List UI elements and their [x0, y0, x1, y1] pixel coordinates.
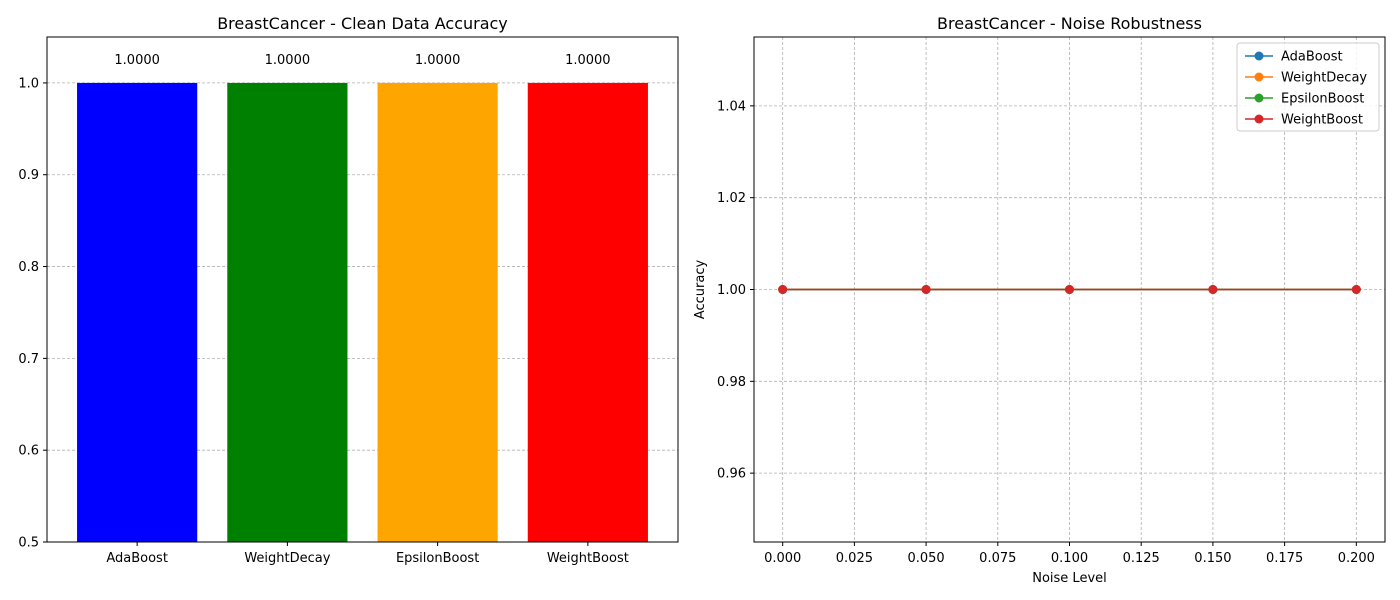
series-point-weightboost — [778, 285, 788, 294]
legend-label: WeightBoost — [1281, 113, 1363, 128]
legend-item-weightdecay: WeightDecay — [1245, 71, 1367, 86]
series-weightboost — [778, 285, 1361, 294]
line-y-tick-label: 1.02 — [717, 191, 746, 206]
series-point-weightboost — [1351, 285, 1361, 294]
line-x-axis-label: Noise Level — [1032, 571, 1107, 586]
bar-y-tick-label: 0.5 — [18, 536, 39, 551]
series-point-weightboost — [1208, 285, 1218, 294]
legend-item-weightboost: WeightBoost — [1245, 113, 1363, 128]
bar-chart-frame — [46, 36, 679, 543]
bar-weightdecay — [227, 82, 348, 542]
series-point-weightboost — [921, 285, 931, 294]
bar-chart: BreastCancer - Clean Data Accuracy 1.000… — [18, 14, 679, 566]
line-y-tick-label: 0.96 — [717, 467, 746, 482]
bar-y-tick-label: 0.9 — [18, 168, 39, 183]
bar-x-tick-label: AdaBoost — [106, 551, 168, 566]
legend-swatch-marker — [1254, 72, 1264, 82]
bar-bars — [77, 82, 648, 542]
bar-data-label: 1.0000 — [265, 53, 311, 68]
bar-data-labels: 1.0000 1.0000 1.0000 1.0000 — [114, 53, 610, 68]
bar-data-label: 1.0000 — [114, 53, 160, 68]
bar-weightboost — [527, 82, 648, 542]
legend-item-epsilonboost: EpsilonBoost — [1245, 92, 1364, 107]
bar-x-tick-label: EpsilonBoost — [396, 551, 479, 566]
bar-y-ticks: 0.5 0.6 0.7 0.8 0.9 1.0 — [18, 76, 47, 551]
bar-y-tick-label: 1.0 — [18, 76, 39, 91]
bar-chart-title: BreastCancer - Clean Data Accuracy — [217, 14, 508, 33]
line-x-tick-label: 0.125 — [1123, 551, 1160, 566]
legend-item-adaboost: AdaBoost — [1245, 50, 1343, 65]
line-chart: BreastCancer - Noise Robustness 0.96 0.98… — [693, 14, 1386, 586]
line-x-tick-label: 0.200 — [1338, 551, 1375, 566]
line-y-tick-label: 0.98 — [717, 375, 746, 390]
bar-data-label: 1.0000 — [565, 53, 611, 68]
line-x-tick-label: 0.175 — [1266, 551, 1303, 566]
line-x-ticks: 0.000 0.025 0.050 0.075 0.100 0.125 0.150 0.175… — [764, 542, 1375, 566]
bar-x-ticks: AdaBoost WeightDecay EpsilonBoost WeightBoo… — [106, 542, 629, 566]
line-x-tick-label: 0.025 — [836, 551, 873, 566]
line-y-axis-label: Accuracy — [693, 260, 708, 320]
legend-swatch-marker — [1254, 51, 1264, 61]
bar-y-tick-label: 0.7 — [18, 352, 39, 367]
legend-label: AdaBoost — [1281, 50, 1343, 65]
legend-swatch-marker — [1254, 93, 1264, 103]
bar-y-tick-label: 0.8 — [18, 260, 39, 275]
line-x-tick-label: 0.150 — [1194, 551, 1231, 566]
line-x-tick-label: 0.050 — [907, 551, 944, 566]
bar-epsilonboost — [377, 82, 498, 542]
line-series — [778, 285, 1361, 294]
bar-adaboost — [77, 82, 198, 542]
line-y-tick-label: 1.04 — [717, 99, 746, 114]
line-y-ticks: 0.96 0.98 1.00 1.02 1.04 — [717, 99, 754, 482]
line-x-tick-label: 0.000 — [764, 551, 801, 566]
line-chart-title: BreastCancer - Noise Robustness — [937, 14, 1202, 33]
bar-x-tick-label: WeightBoost — [547, 551, 629, 566]
line-legend: AdaBoost WeightDecay EpsilonBoost WeightBoo… — [1236, 42, 1380, 132]
legend-label: EpsilonBoost — [1281, 92, 1364, 107]
bar-y-tick-label: 0.6 — [18, 444, 39, 459]
line-y-tick-label: 1.00 — [717, 283, 746, 298]
legend-box — [1236, 42, 1380, 132]
bar-data-label: 1.0000 — [415, 53, 461, 68]
legend-swatch-marker — [1254, 114, 1264, 124]
line-x-tick-label: 0.100 — [1051, 551, 1088, 566]
bar-x-tick-label: WeightDecay — [244, 551, 330, 566]
legend-label: WeightDecay — [1281, 71, 1367, 86]
series-point-weightboost — [1065, 285, 1074, 294]
line-x-tick-label: 0.075 — [979, 551, 1016, 566]
